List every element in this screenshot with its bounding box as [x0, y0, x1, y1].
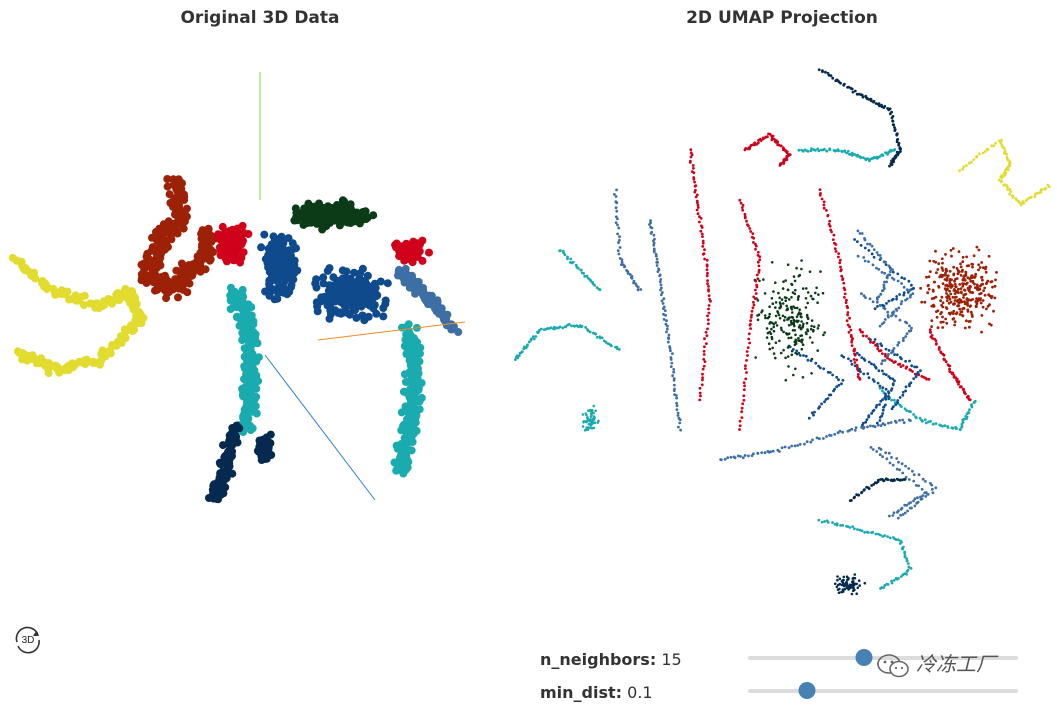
head-points [137, 175, 224, 303]
n-neighbors-label: n_neighbors: [540, 650, 657, 669]
3d-scatter-plot[interactable] [0, 40, 520, 600]
hip-points [391, 236, 433, 267]
3d-plot-title: Original 3D Data [180, 8, 340, 28]
cluster-bottom-hand [833, 573, 867, 596]
cluster-mid-curve [788, 345, 845, 420]
cluster-left-foot [581, 404, 600, 432]
cluster-head [919, 245, 998, 334]
cluster-mid-curve [840, 354, 890, 427]
axis-x-line [317, 321, 466, 341]
slider-track [748, 689, 1018, 693]
rotate-3d-icon: 3D [15, 626, 40, 654]
cluster-rib-3 [818, 188, 862, 381]
cluster-top-wrist [797, 147, 897, 163]
axis-y-line [264, 354, 376, 501]
cluster-left-arm2 [613, 188, 643, 292]
min-dist-slider[interactable] [748, 681, 1018, 701]
umap-scatter-plot [514, 68, 1051, 596]
front-foot-points [205, 421, 244, 504]
slider-thumb[interactable] [855, 649, 873, 666]
cluster-spine [753, 259, 826, 382]
cluster-tusk [958, 138, 1051, 207]
ribcage-points [311, 264, 392, 325]
slider-thumb[interactable] [798, 682, 816, 699]
skull-points [214, 221, 253, 267]
cluster-top-red [743, 132, 792, 167]
min-dist-label: min_dist: [540, 683, 623, 702]
watermark-text: 冷冻工厂 [916, 652, 996, 676]
watermark: 冷冻工厂 [876, 648, 996, 679]
min-dist-value: 0.1 [627, 683, 653, 702]
hind-upper-points [394, 264, 463, 336]
front-foot2-points [253, 430, 276, 464]
cluster-rib-2 [738, 198, 762, 431]
cluster-mid-curve [869, 338, 922, 411]
cluster-top-arm [817, 68, 902, 168]
cluster-bottom-navy [848, 477, 907, 502]
n-neighbors-value: 15 [661, 650, 682, 669]
cluster-head-red [928, 328, 972, 402]
umap-plot-title: 2D UMAP Projection [686, 8, 878, 28]
n-neighbors-control: n_neighbors: 15 [540, 650, 682, 669]
cluster-bottom-arm [817, 518, 913, 590]
cluster-mid-curve [869, 446, 928, 518]
tusk-points [8, 253, 148, 378]
cluster-left-hand [514, 322, 621, 361]
hind-leg-points [390, 320, 426, 478]
cluster-rib-1 [688, 148, 712, 402]
cluster-mid-curve [855, 351, 896, 425]
rotate-3d-button[interactable]: 3D [12, 624, 44, 656]
cluster-mid-curve [856, 229, 894, 301]
cluster-mid-curve [860, 292, 913, 366]
cluster-mid-curve [856, 254, 915, 328]
slider-track [748, 656, 1018, 660]
cluster-left-arm [648, 219, 682, 432]
wechat-icon [877, 653, 909, 677]
cluster-left-teal [558, 249, 602, 292]
shoulder-points [257, 230, 302, 304]
rotate-3d-label: 3D [22, 635, 35, 646]
cluster-bottom-band [719, 418, 912, 462]
min-dist-control: min_dist: 0.1 [540, 683, 653, 702]
cluster-mid-curve [877, 446, 938, 520]
front-leg-points [226, 283, 263, 437]
n-neighbors-slider[interactable] [748, 648, 1018, 668]
spine-points [290, 196, 378, 234]
